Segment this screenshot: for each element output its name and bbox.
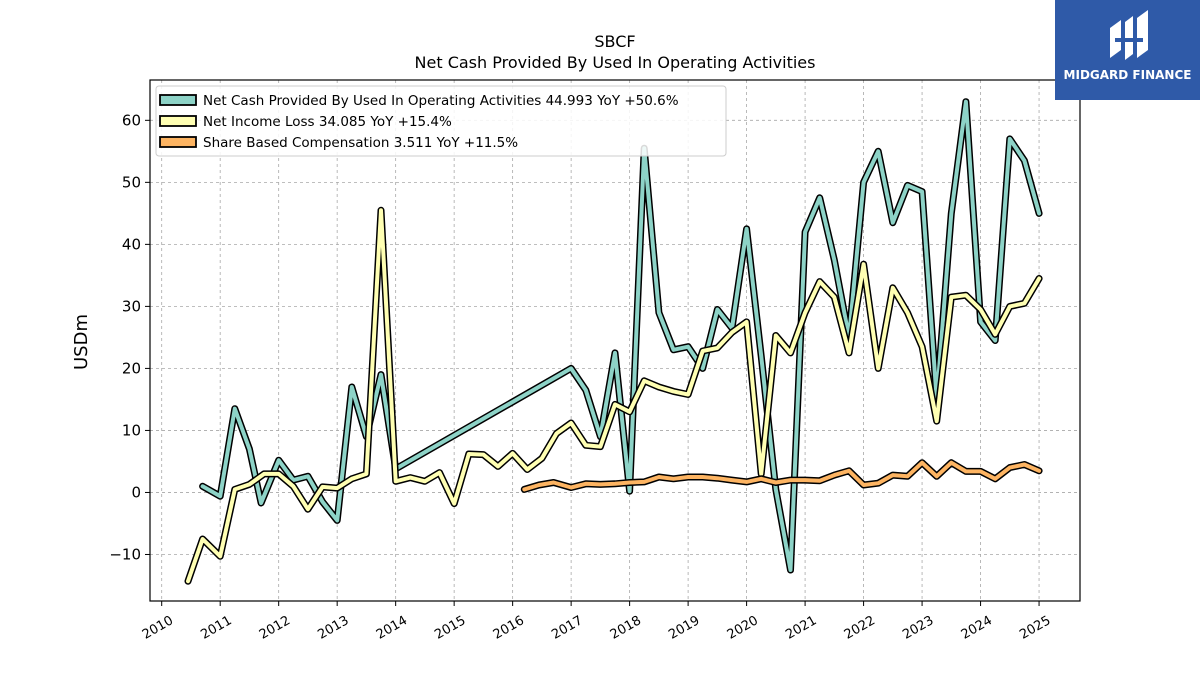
- chart-subtitle: Net Cash Provided By Used In Operating A…: [415, 53, 816, 72]
- x-tick-label: 2014: [374, 613, 410, 643]
- legend-swatch: [159, 94, 197, 106]
- y-tick-label: 30: [122, 297, 141, 315]
- chart-title: SBCF: [594, 32, 635, 51]
- series-line-net-cash-provided-by-used-in-operating-activities: [200, 99, 1042, 572]
- x-tick-label: 2018: [608, 613, 644, 643]
- legend-swatch: [159, 136, 197, 148]
- y-tick-label: 10: [122, 421, 141, 439]
- x-tick-label: 2016: [491, 613, 527, 643]
- x-tick-label: 2019: [666, 613, 702, 643]
- legend-label: Net Cash Provided By Used In Operating A…: [203, 93, 679, 109]
- midgard-finance-logo: MIDGARD FINANCE: [1055, 0, 1200, 100]
- legend-label: Share Based Compensation 3.511 YoY +11.5…: [203, 135, 518, 151]
- x-tick-label: 2012: [257, 613, 293, 643]
- series-outline-net-income-loss: [184, 206, 1043, 585]
- y-axis-label: USDm: [71, 314, 92, 370]
- legend-label: Net Income Loss 34.085 YoY +15.4%: [203, 114, 452, 130]
- legend: Net Cash Provided By Used In Operating A…: [155, 85, 727, 157]
- y-tick-label: 40: [122, 235, 141, 253]
- x-tick-label: 2025: [1017, 613, 1053, 643]
- y-tick-label: 0: [131, 483, 141, 501]
- series-outline-net-cash-provided-by-used-in-operating-activities: [199, 98, 1043, 574]
- x-tick-label: 2024: [959, 613, 995, 643]
- series-line-net-income-loss: [186, 208, 1042, 584]
- y-tick-label: 20: [122, 359, 141, 377]
- logo-text: MIDGARD FINANCE: [1063, 68, 1192, 82]
- logo-icon: [1110, 10, 1148, 60]
- y-tick-label: 50: [122, 173, 141, 191]
- legend-swatch: [159, 115, 197, 127]
- x-tick-label: 2013: [315, 613, 351, 643]
- x-tick-label: 2011: [198, 613, 234, 643]
- series-line-share-based-compensation: [522, 460, 1042, 492]
- x-tick-label: 2010: [140, 613, 176, 643]
- x-tick-label: 2022: [842, 613, 878, 643]
- legend-box: [155, 85, 727, 157]
- plot-frame: [149, 79, 1081, 602]
- y-tick-label: −10: [109, 545, 141, 563]
- x-tick-label: 2015: [432, 613, 468, 643]
- y-tick-label: 60: [122, 111, 141, 129]
- x-tick-label: 2023: [900, 613, 936, 643]
- x-tick-label: 2020: [725, 613, 761, 643]
- plot-lines: [184, 98, 1043, 585]
- x-tick-label: 2021: [783, 613, 819, 643]
- x-tick-label: 2017: [549, 613, 585, 643]
- axes: −10 0 10 20 30 40 50 60 2010 2011 2012 2013 2014 2015…: [109, 111, 1053, 642]
